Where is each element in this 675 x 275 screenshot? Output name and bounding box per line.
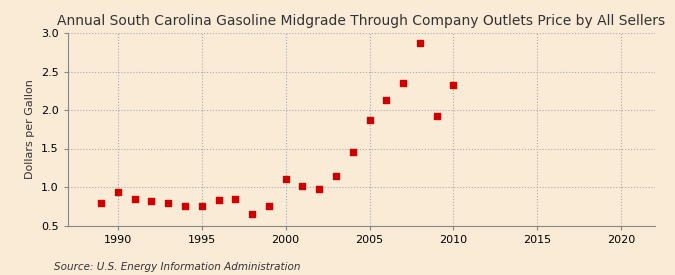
- Point: [297, 184, 308, 188]
- Point: [246, 212, 257, 216]
- Title: Annual South Carolina Gasoline Midgrade Through Company Outlets Price by All Sel: Annual South Carolina Gasoline Midgrade …: [57, 14, 665, 28]
- Point: [230, 197, 241, 202]
- Point: [348, 149, 358, 154]
- Point: [196, 204, 207, 208]
- Point: [280, 177, 291, 182]
- Point: [146, 199, 157, 203]
- Point: [331, 174, 342, 178]
- Text: Source: U.S. Energy Information Administration: Source: U.S. Energy Information Administ…: [54, 262, 300, 272]
- Point: [381, 98, 392, 102]
- Point: [314, 186, 325, 191]
- Point: [129, 197, 140, 202]
- Point: [180, 204, 190, 208]
- Y-axis label: Dollars per Gallon: Dollars per Gallon: [25, 79, 35, 179]
- Point: [414, 41, 425, 45]
- Point: [448, 82, 459, 87]
- Point: [398, 81, 408, 85]
- Point: [113, 189, 124, 194]
- Point: [364, 118, 375, 122]
- Point: [263, 204, 274, 208]
- Point: [96, 201, 107, 205]
- Point: [163, 201, 173, 205]
- Point: [431, 114, 442, 118]
- Point: [213, 198, 224, 202]
